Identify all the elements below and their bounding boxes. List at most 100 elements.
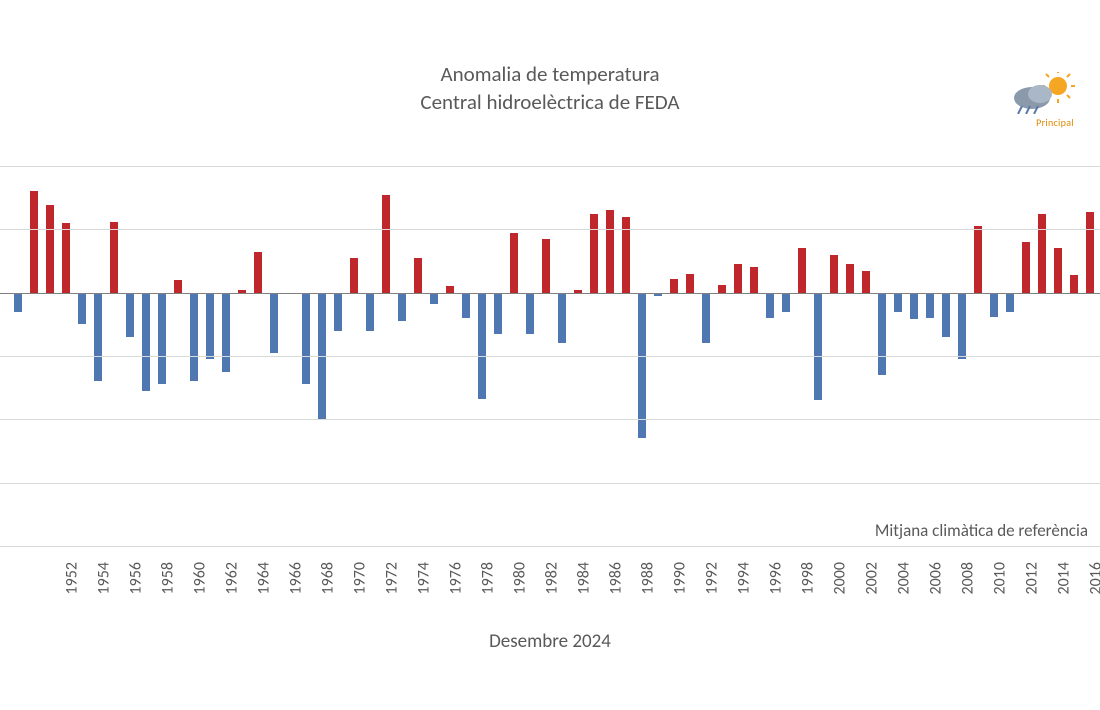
bar <box>302 293 310 385</box>
x-tick-label: 1980 <box>510 562 529 594</box>
bar <box>1070 275 1078 293</box>
bar <box>558 293 566 344</box>
x-tick-label: 1964 <box>254 562 273 594</box>
bar <box>1038 214 1046 293</box>
x-tick-label: 1960 <box>190 562 209 594</box>
x-tick-label: 2014 <box>1054 562 1073 594</box>
bar <box>894 293 902 312</box>
bar <box>766 293 774 318</box>
x-tick-label: 2016 <box>1086 562 1100 594</box>
bar <box>110 222 118 293</box>
bar <box>158 293 166 385</box>
bar <box>638 293 646 439</box>
bar <box>334 293 342 331</box>
bar <box>606 210 614 292</box>
x-tick-label: 2010 <box>990 562 1009 594</box>
x-tick-label: 1988 <box>638 562 657 594</box>
grid-line <box>0 229 1100 230</box>
bar <box>1006 293 1014 312</box>
bar <box>366 293 374 331</box>
bar <box>974 226 982 293</box>
chart-title-line1: Anomalia de temperatura <box>0 60 1100 88</box>
bar <box>718 285 726 293</box>
bar <box>254 252 262 293</box>
bar <box>798 248 806 292</box>
bar <box>942 293 950 337</box>
bar <box>94 293 102 382</box>
bar <box>494 293 502 334</box>
x-tick-label: 1952 <box>62 562 81 594</box>
chart-container: Anomalia de temperatura Central hidroelè… <box>0 0 1100 710</box>
bar <box>814 293 822 401</box>
bar <box>910 293 918 320</box>
x-tick-label: 2008 <box>958 562 977 594</box>
x-tick-label: 1986 <box>606 562 625 594</box>
bar <box>46 205 54 292</box>
sun-cloud-icon <box>1010 72 1080 114</box>
x-tick-label: 1970 <box>350 562 369 594</box>
bar <box>1086 212 1094 293</box>
x-tick-label: 1976 <box>446 562 465 594</box>
bar <box>734 264 742 293</box>
bar <box>990 293 998 317</box>
bar <box>510 233 518 293</box>
bar <box>1054 248 1062 292</box>
grid-line <box>0 166 1100 167</box>
x-tick-label: 1968 <box>318 562 337 594</box>
bar <box>462 293 470 318</box>
x-tick-label: 2012 <box>1022 562 1041 594</box>
bar <box>430 293 438 304</box>
x-tick-label: 1958 <box>158 562 177 594</box>
bar <box>414 258 422 293</box>
x-tick-label: 1962 <box>222 562 241 594</box>
x-tick-label: 1974 <box>414 562 433 594</box>
bar <box>958 293 966 360</box>
bar <box>1022 242 1030 293</box>
bar <box>78 293 86 325</box>
bar <box>174 280 182 293</box>
chart-title-block: Anomalia de temperatura Central hidroelè… <box>0 60 1100 117</box>
x-tick-label: 1956 <box>126 562 145 594</box>
x-tick-label: 2002 <box>862 562 881 594</box>
bar <box>782 293 790 312</box>
x-tick-label: 1994 <box>734 562 753 594</box>
bar <box>542 239 550 293</box>
x-tick-label: 1978 <box>478 562 497 594</box>
bar <box>686 274 694 293</box>
bar <box>830 255 838 293</box>
bar <box>478 293 486 399</box>
x-tick-label: 1996 <box>766 562 785 594</box>
weather-service-logo: Principal <box>1010 72 1100 129</box>
bar <box>622 217 630 293</box>
bar <box>14 293 22 312</box>
bar <box>30 191 38 292</box>
grid-line <box>0 546 1100 547</box>
bar <box>190 293 198 382</box>
bar <box>206 293 214 360</box>
x-tick-label: 2006 <box>926 562 945 594</box>
logo-caption: Principal <box>1010 116 1100 129</box>
x-tick-label: 2000 <box>830 562 849 594</box>
bar <box>398 293 406 322</box>
x-tick-label: 1966 <box>286 562 305 594</box>
bar <box>62 223 70 293</box>
bar <box>878 293 886 375</box>
bar <box>350 258 358 293</box>
bar <box>926 293 934 318</box>
bar <box>222 293 230 372</box>
bar <box>590 214 598 293</box>
x-tick-label: 1972 <box>382 562 401 594</box>
bar <box>270 293 278 353</box>
bar <box>526 293 534 334</box>
bar <box>862 271 870 293</box>
bar <box>750 267 758 292</box>
grid-line <box>0 356 1100 357</box>
bar <box>702 293 710 344</box>
bar <box>670 279 678 293</box>
bar <box>142 293 150 391</box>
grid-line <box>0 419 1100 420</box>
baseline <box>0 293 1100 294</box>
x-tick-label: 1992 <box>702 562 721 594</box>
bar <box>126 293 134 337</box>
x-tick-label: 1990 <box>670 562 689 594</box>
